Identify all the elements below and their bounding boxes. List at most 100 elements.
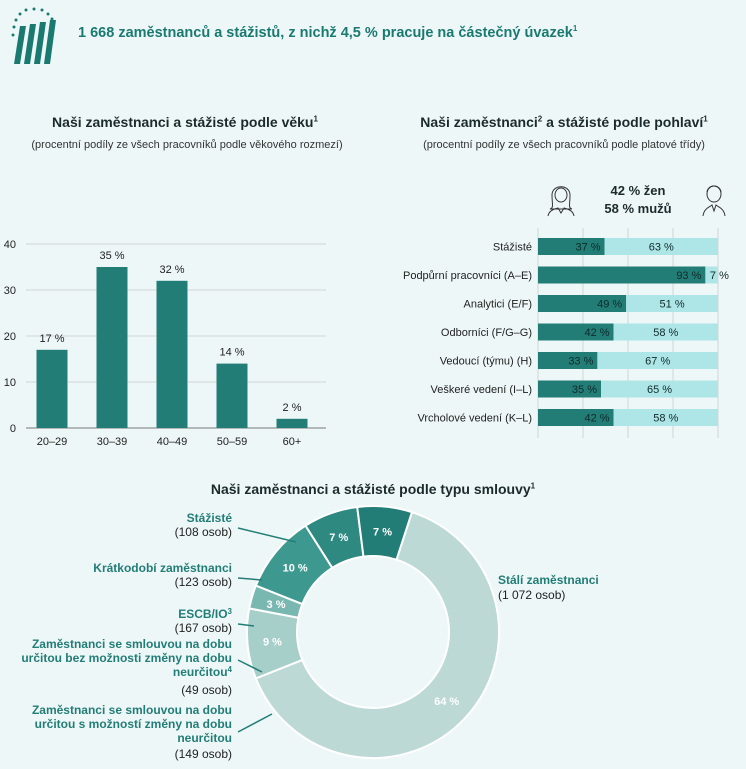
x-tick-label: 30–39 — [97, 436, 128, 448]
men-bar — [613, 409, 718, 426]
men-bar-label: 63 % — [649, 242, 674, 254]
slice-name-sup: 3 — [228, 607, 233, 616]
women-bar — [538, 409, 614, 426]
women-bar — [538, 266, 706, 284]
slice-name: Stážisté — [187, 511, 233, 525]
y-tick-label: 10 — [4, 377, 16, 389]
man-face — [706, 185, 722, 203]
leader-line — [237, 659, 263, 673]
men-bar — [705, 266, 718, 284]
slice-count: (49 osob) — [181, 683, 232, 697]
slice-name-line: určitou bez možnosti změny na dobu — [21, 651, 232, 665]
slice-name: Zaměstnanci se smlouvou na dobu určitou s… — [32, 703, 232, 745]
men-bar — [601, 380, 718, 398]
women-bar — [538, 323, 614, 341]
slice-name-sup: 4 — [228, 665, 233, 674]
leader-line — [237, 713, 273, 733]
x-tick-label: 50–59 — [217, 436, 248, 448]
woman-hair — [549, 186, 573, 210]
bar-data-label: 17 % — [39, 333, 64, 345]
bar — [156, 280, 188, 428]
y-tick-label: 20 — [4, 331, 16, 343]
women-total: 42 % žen — [611, 183, 666, 198]
x-tick-label: 20–29 — [37, 436, 68, 448]
bar-data-label: 14 % — [219, 347, 244, 359]
contract-donut-chart: 64 % 9 % 3 % 10 % 7 % 7 % Stálí zaměstnanci(1 … — [21, 505, 599, 761]
slice-count: (149 osob) — [175, 747, 232, 761]
gender-chart-subtitle: (procentní podíly ze všech pracovníků po… — [423, 139, 705, 151]
bar — [216, 363, 248, 428]
category-label: Analytici (E/F) — [464, 299, 532, 311]
slice-label: 10 % — [283, 563, 308, 575]
woman-icon — [547, 186, 575, 217]
women-bar-label: 37 % — [576, 242, 601, 254]
contract-chart-title: Naši zaměstnanci a stážisté podle typu s… — [210, 481, 536, 497]
men-bar — [604, 238, 718, 255]
x-tick-label: 60+ — [283, 436, 302, 448]
gender-chart-title: Naši zaměstnanci2 a stážisté podle pohla… — [420, 114, 708, 130]
woman-shoulders — [547, 207, 575, 217]
women-bar-label: 33 % — [568, 356, 593, 368]
ecb-logo — [11, 7, 56, 64]
leader-line — [237, 623, 255, 627]
slice-name-line: určitou s možností změny na dobu — [35, 717, 232, 731]
category-label: Stážisté — [493, 242, 532, 254]
men-bar-label: 58 % — [653, 413, 678, 425]
men-bar — [597, 352, 718, 369]
man-icon — [702, 185, 726, 217]
slice-count: (167 osob) — [175, 621, 232, 635]
women-bar-label: 42 % — [585, 413, 610, 425]
slice-name: Zaměstnanci se smlouvou na dobu určitou b… — [21, 637, 232, 679]
bar — [36, 349, 68, 428]
slice-label: 7 % — [329, 532, 348, 544]
men-bar-label: 67 % — [645, 356, 670, 368]
category-label: Vedoucí (týmu) (H) — [440, 356, 532, 368]
y-tick-label: 40 — [4, 239, 16, 251]
men-bar — [613, 323, 718, 341]
age-bar-chart: 0 10 20 30 40 17 % 20–29 35 % 30–39 32 % 40–49 14 %… — [4, 239, 326, 448]
women-bar — [538, 380, 601, 398]
leader-line — [237, 527, 297, 543]
women-bar — [538, 295, 627, 312]
gender-bar-chart: 42 % žen 58 % mužů Stážisté 37 % 63 % Podpůrn… — [403, 183, 729, 438]
slice-name: ESCB/IO3 — [178, 607, 232, 621]
man-shoulders — [702, 204, 726, 217]
slice-count: (123 osob) — [175, 575, 232, 589]
category-label: Podpůrní pracovníci (A–E) — [403, 270, 532, 282]
men-bar-label: 51 % — [660, 299, 685, 311]
donut-slice — [254, 510, 500, 759]
slice-name: Krátkodobí zaměstnanci — [93, 561, 232, 575]
bar-data-label: 35 % — [99, 250, 124, 262]
women-bar — [538, 238, 605, 255]
men-bar-label: 7 % — [710, 270, 729, 282]
bar — [96, 267, 128, 428]
men-bar-label: 65 % — [647, 384, 672, 396]
slice-label: 3 % — [267, 599, 286, 611]
bar-data-label: 2 % — [283, 402, 302, 414]
women-bar-label: 49 % — [597, 299, 622, 311]
page-title: 1 668 zaměstnanců a stážistů, z nichž 4,… — [78, 24, 578, 41]
age-chart-title: Naši zaměstnanci a stážisté podle věku1 — [52, 114, 318, 130]
men-total: 58 % mužů — [604, 201, 671, 216]
slice-count: (108 osob) — [175, 525, 232, 539]
bar-data-label: 32 % — [159, 264, 184, 276]
slice-name-line: neurčitou — [177, 731, 232, 745]
y-tick-label: 0 — [10, 423, 16, 435]
slice-name-line: Zaměstnanci se smlouvou na dobu — [32, 637, 232, 651]
leader-line — [237, 577, 263, 581]
slice-name-line: neurčitou — [173, 665, 228, 679]
slice-label: 64 % — [434, 696, 459, 708]
man-hair — [706, 185, 722, 193]
slice-name-line: Stážisté — [187, 511, 233, 525]
slice-label: 9 % — [263, 637, 282, 649]
men-bar-label: 58 % — [653, 327, 678, 339]
slice-label: 7 % — [373, 526, 392, 538]
women-bar-label: 42 % — [585, 327, 610, 339]
y-tick-label: 30 — [4, 285, 16, 297]
category-label: Odborníci (F/G–G) — [441, 327, 532, 339]
slice-name: Stálí zaměstnanci — [498, 573, 599, 587]
slice-name-line: Krátkodobí zaměstnanci — [93, 561, 232, 575]
women-bar-label: 35 % — [572, 384, 597, 396]
slice-name-line: ESCB/IO — [178, 607, 227, 621]
women-bar — [538, 352, 598, 369]
